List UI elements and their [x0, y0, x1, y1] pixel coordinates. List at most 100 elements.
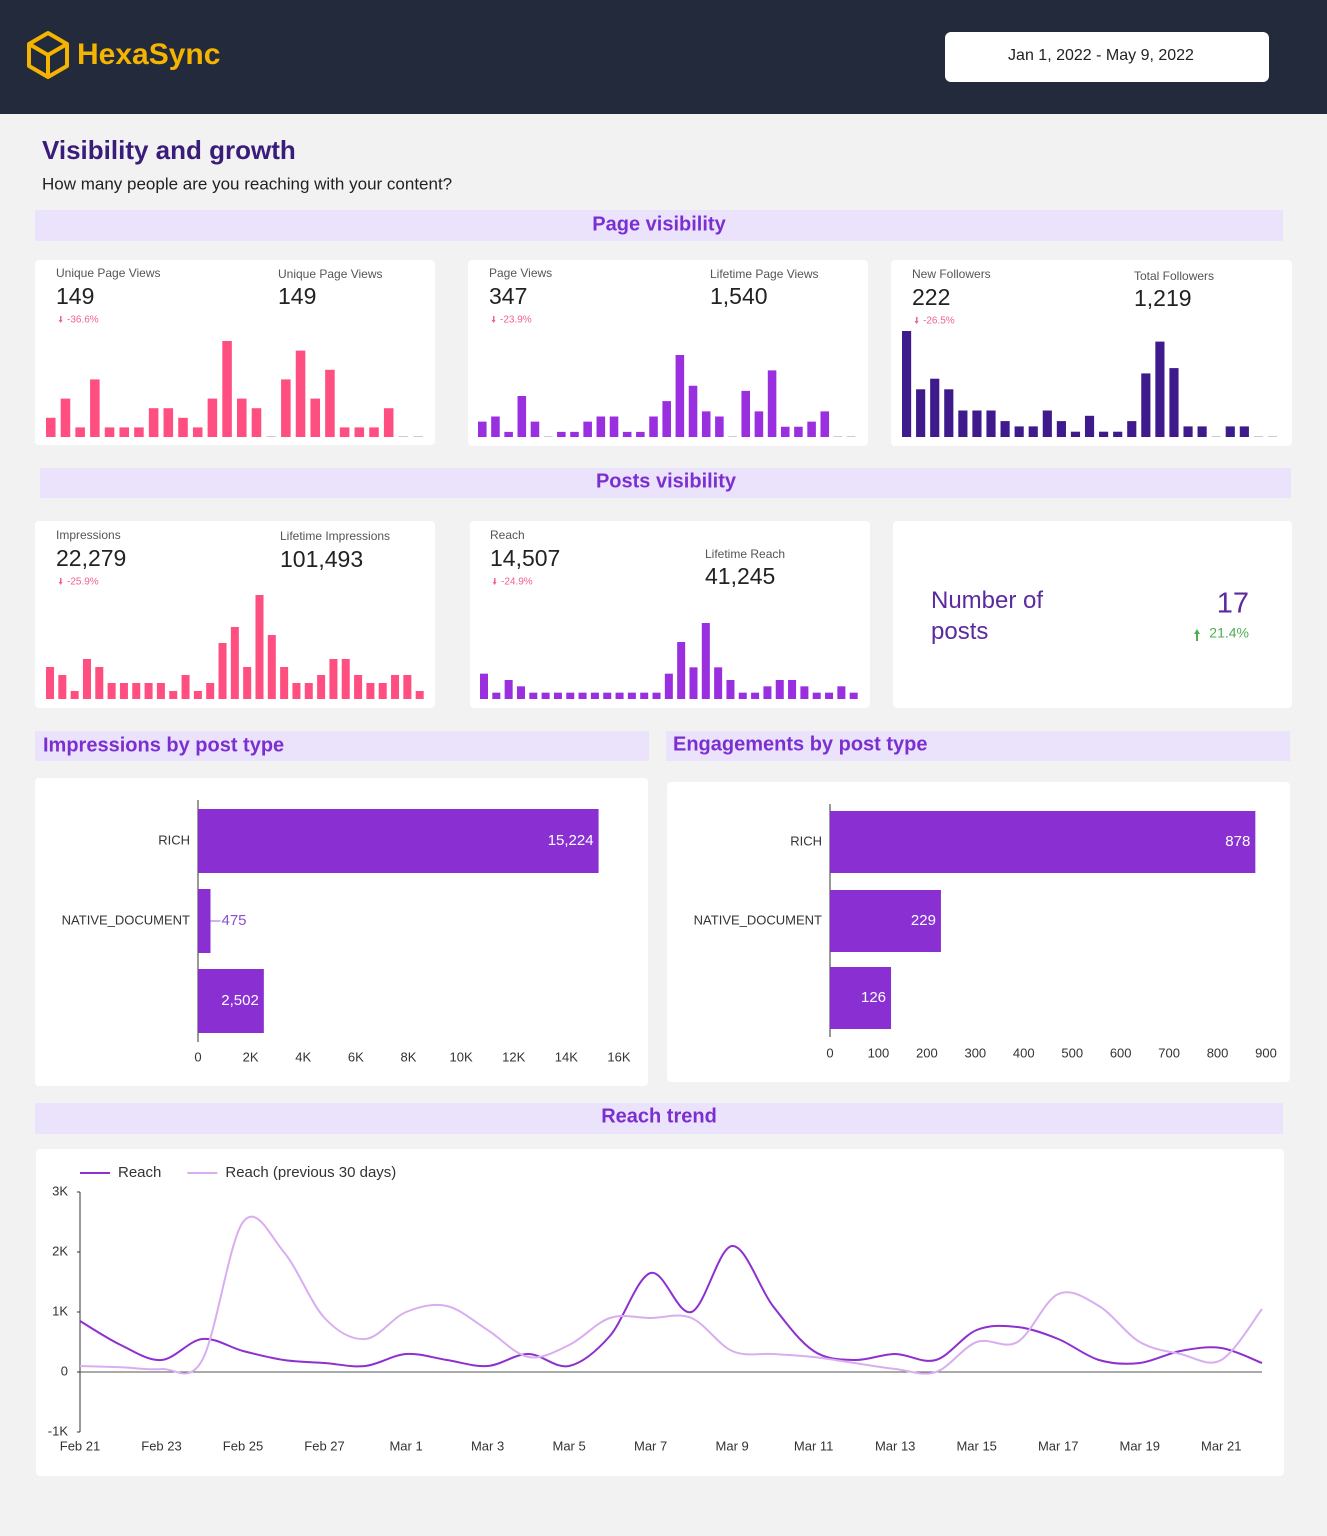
x-tick-label: Mar 11 — [794, 1438, 834, 1453]
section-band — [35, 210, 1283, 241]
x-tick-label: 10K — [450, 1049, 473, 1064]
value-label: 475 — [221, 912, 246, 929]
spark-bar — [1141, 373, 1151, 437]
category-label: RICH — [158, 832, 190, 847]
kpi-label: New Followers — [912, 267, 991, 281]
x-tick-label: 200 — [916, 1045, 938, 1060]
x-tick-label: 300 — [964, 1045, 986, 1060]
spark-bar — [317, 675, 326, 699]
spark-bar — [701, 411, 711, 437]
value-label: 878 — [1225, 833, 1250, 850]
spark-bar — [640, 692, 649, 699]
spark-bar — [603, 692, 612, 699]
spark-bar — [310, 398, 321, 437]
spark-bar — [916, 389, 926, 437]
spark-bar — [596, 416, 606, 437]
spark-bar — [492, 692, 501, 699]
spark-bar — [1070, 431, 1081, 437]
x-tick-label: Mar 19 — [1119, 1438, 1159, 1453]
value-label: 2,502 — [221, 992, 259, 1009]
spark-bar — [1056, 421, 1066, 437]
x-tick-label: 0 — [826, 1045, 833, 1060]
down-arrow — [58, 582, 63, 585]
kpi-total: 1,219 — [1134, 285, 1192, 311]
kpi-label: Impressions — [56, 528, 121, 542]
spark-bar — [90, 379, 100, 437]
x-tick-label: 16K — [607, 1049, 630, 1064]
kpi-value: 347 — [489, 283, 527, 309]
x-tick-label: 700 — [1158, 1045, 1180, 1060]
down-arrow — [492, 582, 497, 585]
spark-bar — [530, 421, 540, 437]
spark-bar — [369, 427, 379, 437]
x-tick-label: Mar 9 — [716, 1438, 749, 1453]
kpi-change: -36.6% — [67, 315, 99, 326]
spark-bar — [255, 595, 264, 699]
kpi-change: -23.9% — [500, 315, 532, 326]
spark-bar — [1042, 410, 1052, 437]
spark-bar — [557, 431, 566, 437]
kpi-total-label: Lifetime Page Views — [710, 267, 819, 281]
posts-value: 17 — [1217, 588, 1249, 620]
date-range[interactable]: Jan 1, 2022 - May 9, 2022 — [1008, 47, 1194, 64]
kpi-change: -26.5% — [923, 316, 955, 327]
spark-bar — [341, 659, 350, 699]
spark-bar — [119, 683, 128, 699]
x-tick-label: Feb 23 — [141, 1438, 181, 1453]
spark-bar — [107, 683, 116, 699]
spark-bar — [800, 686, 809, 699]
bar — [198, 809, 599, 873]
spark-bar — [775, 680, 784, 699]
spark-bar — [366, 683, 375, 699]
spark-bar — [833, 436, 843, 437]
spark-bar — [763, 686, 772, 699]
spark-bar — [354, 675, 363, 699]
x-tick-label: Mar 17 — [1038, 1438, 1078, 1453]
spark-bar — [689, 667, 698, 699]
spark-bar — [636, 431, 645, 437]
logo-text: HexaSync — [77, 38, 220, 71]
spark-bar — [378, 683, 387, 699]
posts-label: Number of posts — [931, 587, 1044, 645]
x-tick-label: Mar 15 — [956, 1438, 996, 1453]
spark-bar — [1000, 421, 1010, 437]
spark-bar — [95, 667, 104, 699]
chart-title: Impressions by post type — [43, 734, 284, 756]
category-label: NATIVE_DOCUMENT — [694, 912, 822, 927]
spark-bar — [237, 398, 247, 437]
spark-bar — [398, 436, 409, 437]
kpi-value: 149 — [56, 283, 94, 309]
spark-bar — [339, 427, 350, 437]
x-tick-label: Feb 21 — [60, 1438, 100, 1453]
spark-bar — [1099, 431, 1109, 437]
x-tick-label: 400 — [1013, 1045, 1035, 1060]
spark-bar — [1183, 426, 1193, 437]
spark-bar — [354, 427, 365, 437]
down-arrow — [914, 321, 919, 324]
spark-bar — [738, 692, 747, 699]
spark-bar — [1253, 436, 1263, 437]
spark-bar — [688, 385, 698, 437]
y-tick-label: 0 — [61, 1363, 68, 1378]
spark-bar — [1225, 426, 1235, 437]
spark-bar — [243, 667, 252, 699]
value-label: 15,224 — [548, 832, 594, 849]
bar — [198, 969, 264, 1033]
spark-bar — [728, 436, 737, 437]
down-arrow — [60, 316, 62, 321]
x-tick-label: 100 — [868, 1045, 890, 1060]
spark-bar — [193, 691, 202, 699]
spark-bar — [1211, 436, 1221, 437]
spark-bar — [58, 675, 67, 699]
spark-bar — [222, 341, 232, 437]
series-line — [79, 1215, 1263, 1375]
series-line — [79, 1244, 1263, 1368]
bar — [830, 890, 941, 952]
section-band — [35, 731, 649, 761]
spark-bar — [578, 692, 587, 699]
spark-bar — [609, 416, 619, 437]
x-tick-label: Feb 27 — [304, 1438, 344, 1453]
date-range-box[interactable] — [945, 32, 1269, 82]
spark-bar — [566, 692, 575, 699]
